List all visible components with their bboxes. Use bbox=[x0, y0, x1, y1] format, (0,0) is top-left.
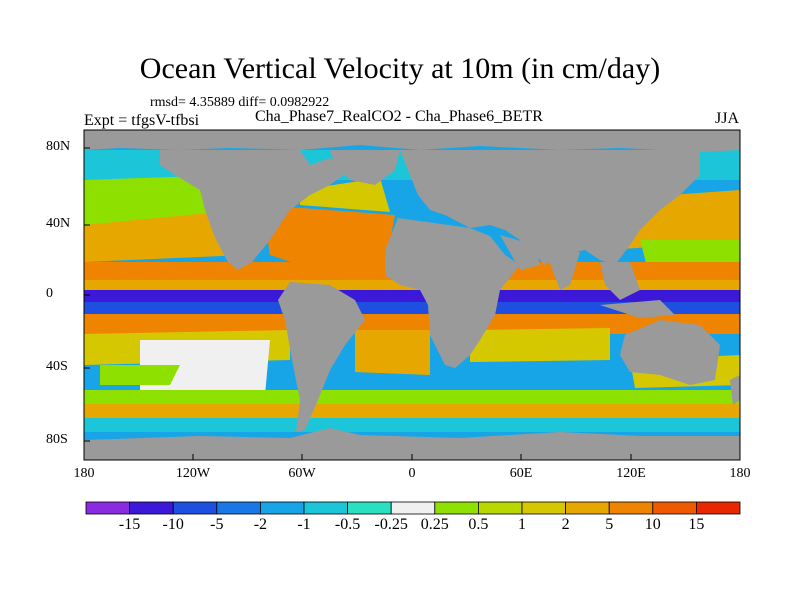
lon-tick-label: 60W bbox=[288, 466, 316, 481]
colorbar-swatch bbox=[696, 501, 741, 515]
colorbar-swatch bbox=[565, 501, 610, 515]
colorbar-swatch bbox=[303, 501, 348, 515]
colorbar-swatch bbox=[477, 501, 523, 515]
lon-tick-label: 60E bbox=[509, 466, 533, 481]
colorbar-swatch bbox=[652, 501, 697, 515]
lon-tick-label: 120W bbox=[175, 466, 211, 481]
colorbar-label: 1 bbox=[518, 516, 526, 533]
colorbar-swatch bbox=[347, 501, 392, 515]
lat-tick-label: 0 bbox=[46, 286, 53, 301]
colorbar-swatch bbox=[608, 501, 654, 515]
lon-tick-label: 0 bbox=[408, 466, 416, 481]
colorbar-swatch bbox=[390, 501, 436, 515]
colorbar-swatch bbox=[172, 501, 218, 515]
colorbar-label: -5 bbox=[210, 516, 224, 533]
lat-tick-label: 80S bbox=[46, 432, 68, 447]
land-masses bbox=[84, 130, 740, 460]
colorbar-label: 0.25 bbox=[420, 516, 449, 533]
colorbar bbox=[85, 501, 741, 515]
colorbar-swatch bbox=[259, 501, 305, 515]
colorbar-swatch bbox=[521, 501, 566, 515]
colorbar-label: 5 bbox=[605, 516, 614, 533]
colorbar-swatch bbox=[129, 501, 174, 515]
colorbar-label: -1 bbox=[297, 516, 311, 533]
lat-tick-label: 80N bbox=[46, 139, 71, 154]
colorbar-swatch bbox=[85, 501, 130, 515]
colorbar-swatch bbox=[216, 501, 261, 515]
colorbar-label: -2 bbox=[253, 516, 268, 533]
lon-tick-marks bbox=[83, 454, 741, 460]
comparison-label: Cha_Phase7_RealCO2 - Cha_Phase6_BETR bbox=[255, 108, 543, 125]
map-area bbox=[84, 130, 740, 460]
stats-text: rmsd= 4.35889 diff= 0.0982922 bbox=[150, 95, 330, 110]
colorbar-label: -15 bbox=[118, 516, 141, 533]
colorbar-swatch bbox=[434, 501, 479, 515]
lon-tick-label: 120E bbox=[616, 466, 646, 481]
lon-tick-label: 180 bbox=[73, 466, 95, 481]
colorbar-label: 0.5 bbox=[468, 516, 489, 533]
colorbar-label: -10 bbox=[162, 516, 184, 533]
colorbar-label: -0.5 bbox=[334, 516, 361, 533]
season-label: JJA bbox=[715, 110, 740, 127]
colorbar-label: 10 bbox=[644, 516, 661, 533]
lat-tick-label: 40N bbox=[46, 216, 71, 231]
lon-tick-label: 180 bbox=[729, 466, 751, 481]
colorbar-label: -0.25 bbox=[374, 516, 408, 533]
colorbar-label: 15 bbox=[688, 516, 705, 533]
lat-tick-marks bbox=[84, 147, 90, 442]
plot-title: Ocean Vertical Velocity at 10m (in cm/da… bbox=[139, 52, 661, 85]
lat-tick-label: 40S bbox=[46, 359, 68, 374]
experiment-label: Expt = tfgsV-tfbsi bbox=[84, 112, 200, 129]
colorbar-label: 2 bbox=[561, 516, 570, 533]
